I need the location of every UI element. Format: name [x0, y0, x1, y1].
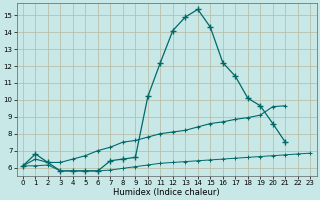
X-axis label: Humidex (Indice chaleur): Humidex (Indice chaleur) [113, 188, 220, 197]
